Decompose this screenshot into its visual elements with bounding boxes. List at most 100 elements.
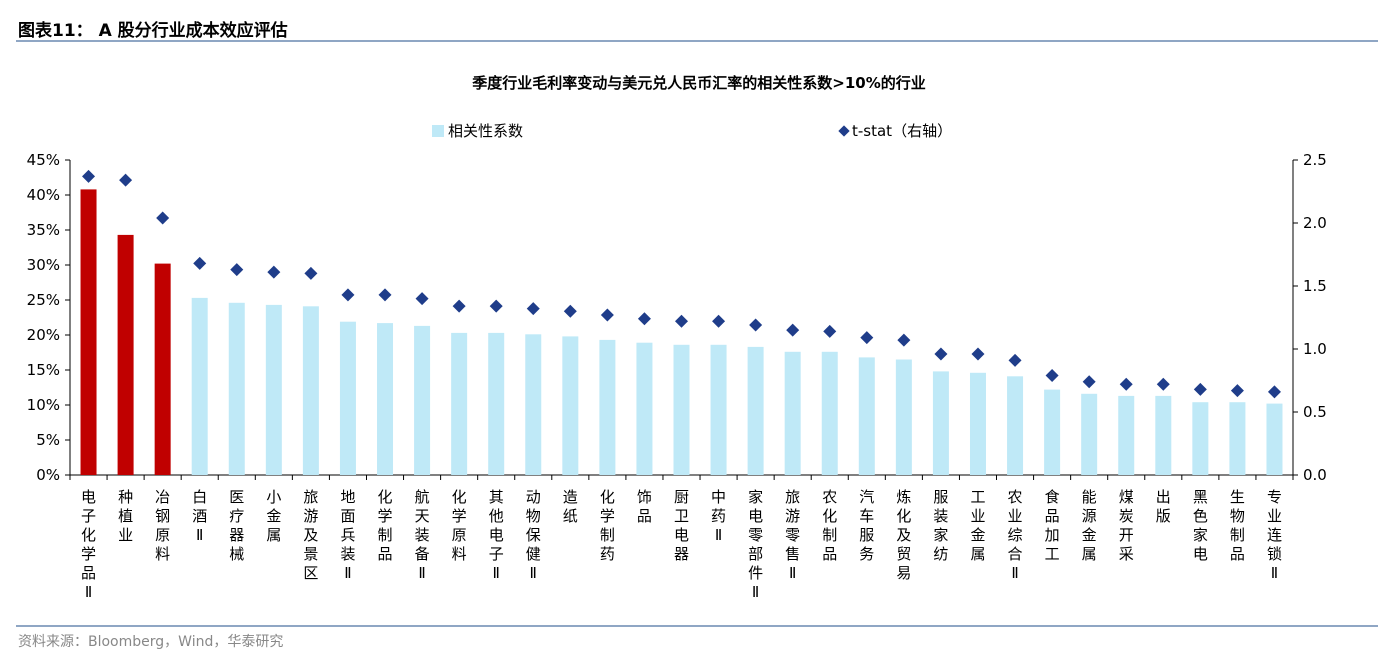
y-left-tick-label: 5% <box>36 431 60 449</box>
point-tstat <box>1082 375 1096 389</box>
x-category-label: 航天装备 Ⅱ <box>415 488 430 582</box>
bar-correlation <box>1044 389 1061 475</box>
bar-correlation <box>821 351 838 475</box>
y-right-tick-label: 2.0 <box>1303 214 1327 232</box>
x-category-label: 白酒 Ⅱ <box>192 488 207 544</box>
y-right-tick-label: 1.5 <box>1303 277 1327 295</box>
point-tstat <box>1267 385 1281 399</box>
bar-correlation <box>747 346 764 475</box>
point-tstat <box>119 173 133 187</box>
point-tstat <box>452 299 466 313</box>
x-category-label: 家电零部件 Ⅱ <box>748 488 763 601</box>
bar-correlation <box>895 359 912 475</box>
x-category-label: 服装家纺 <box>933 488 948 563</box>
x-category-label: 地面兵装 Ⅱ <box>340 488 355 582</box>
x-category-label: 农业综合 Ⅱ <box>1008 488 1023 582</box>
point-tstat <box>600 308 614 322</box>
x-category-label: 出版 <box>1156 488 1171 525</box>
point-tstat <box>415 292 429 306</box>
bar-correlation <box>636 342 653 475</box>
x-category-label: 冶钢原料 <box>155 488 170 563</box>
bar-correlation <box>488 332 505 475</box>
x-category-label: 电子化学品 Ⅱ <box>81 488 96 601</box>
bar-correlation <box>710 344 727 475</box>
point-tstat <box>786 323 800 337</box>
x-category-label: 饰品 <box>637 488 652 525</box>
bar-correlation <box>932 371 949 475</box>
source-note: 资料来源：Bloomberg，Wind，华泰研究 <box>18 634 284 650</box>
bar-correlation <box>228 302 245 475</box>
point-tstat <box>267 265 281 279</box>
bar-correlation <box>858 357 875 475</box>
point-tstat <box>1230 384 1244 398</box>
point-tstat <box>1119 377 1133 391</box>
point-tstat <box>1193 382 1207 396</box>
x-category-label: 化学制品 <box>378 488 393 563</box>
point-tstat <box>823 324 837 338</box>
point-tstat <box>971 347 985 361</box>
y-left-tick-label: 25% <box>27 291 60 309</box>
x-category-label: 动物保健 Ⅱ <box>526 488 541 582</box>
point-tstat <box>378 288 392 302</box>
x-category-label: 化学原料 <box>452 488 467 563</box>
point-tstat <box>860 331 874 345</box>
bar-correlation <box>784 351 801 475</box>
legend-label-tstat: t-stat（右轴） <box>852 122 953 140</box>
x-category-label: 黑色家电 <box>1193 488 1208 563</box>
bar-correlation <box>265 304 282 475</box>
x-category-label: 旅游及景区 <box>303 488 318 582</box>
point-tstat <box>712 314 726 328</box>
x-category-label: 其他电子 Ⅱ <box>489 488 504 582</box>
point-tstat <box>897 333 911 347</box>
legend-item-tstat: t-stat（右轴） <box>838 120 952 141</box>
bar-correlation <box>339 321 356 475</box>
point-tstat <box>193 256 207 270</box>
x-category-label: 厨卫电器 <box>674 488 689 563</box>
point-tstat <box>934 347 948 361</box>
bar-correlation <box>377 323 394 475</box>
y-right-tick-label: 1.0 <box>1303 340 1327 358</box>
bar-correlation <box>599 339 616 475</box>
y-left-tick-label: 30% <box>27 256 60 274</box>
bar-correlation <box>414 325 431 475</box>
x-category-label: 能源金属 <box>1082 488 1097 563</box>
y-left-tick-label: 15% <box>27 361 60 379</box>
legend-label-correlation: 相关性系数 <box>448 122 524 140</box>
y-left-tick-label: 0% <box>36 466 60 484</box>
point-tstat <box>230 263 244 277</box>
y-right-tick-label: 0.0 <box>1303 466 1327 484</box>
point-tstat <box>749 318 763 332</box>
x-category-label: 农化制品 <box>822 488 837 563</box>
bar-correlation <box>1155 395 1172 475</box>
point-tstat <box>526 302 540 316</box>
bar-correlation <box>673 344 690 475</box>
bar-correlation <box>1007 376 1024 475</box>
legend-item-correlation: 相关性系数 <box>432 120 523 141</box>
bar-correlation <box>80 189 97 475</box>
x-category-label: 造纸 <box>563 488 578 525</box>
x-category-label: 旅游零售 Ⅱ <box>785 488 800 582</box>
y-left-tick-label: 40% <box>27 186 60 204</box>
x-category-label: 专业连锁 Ⅱ <box>1267 488 1282 582</box>
point-tstat <box>304 266 318 280</box>
x-category-label: 医疗器械 <box>229 488 244 563</box>
legend-bar-swatch-icon <box>432 124 444 137</box>
bar-correlation <box>562 336 579 475</box>
x-category-label: 煤炭开采 <box>1119 488 1134 563</box>
chart-legend: 相关性系数 t-stat（右轴） <box>0 120 1398 144</box>
bar-correlation <box>1118 395 1135 475</box>
y-right-tick-label: 2.5 <box>1303 151 1327 169</box>
point-tstat <box>1156 377 1170 391</box>
point-tstat <box>489 299 503 313</box>
x-category-label: 种植业 <box>118 488 133 544</box>
bar-correlation <box>117 234 134 475</box>
point-tstat <box>1008 353 1022 367</box>
chart-title: 季度行业毛利率变动与美元兑人民币汇率的相关性系数>10%的行业 <box>472 74 926 92</box>
x-category-label: 炼化及贸易 <box>896 488 911 582</box>
bar-correlation <box>525 334 542 475</box>
bar-correlation <box>1229 402 1246 475</box>
point-tstat <box>156 211 170 225</box>
y-left-tick-label: 35% <box>27 221 60 239</box>
x-category-label: 生物制品 <box>1230 488 1245 563</box>
point-tstat <box>341 288 355 302</box>
